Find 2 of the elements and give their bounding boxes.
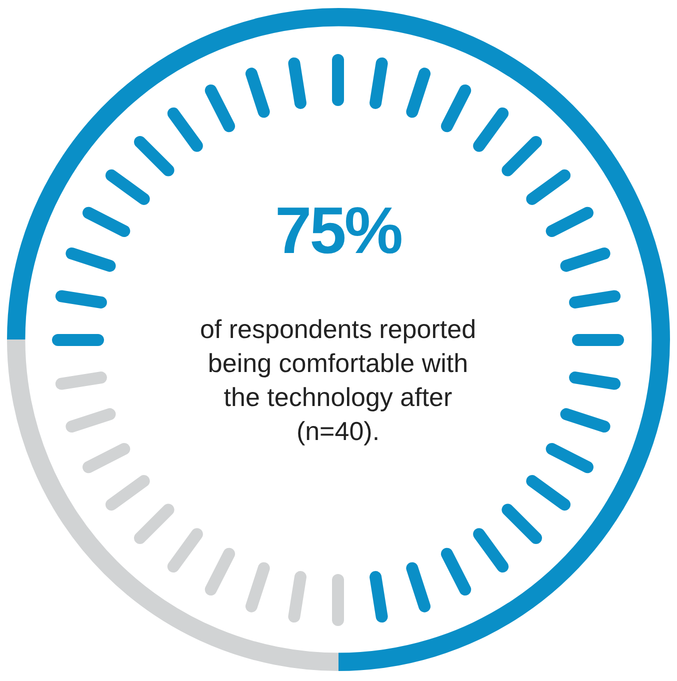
data-label: 75% (274, 192, 402, 268)
text: of respondents reported being comfortable with the technology after (n=40). (198, 313, 478, 448)
